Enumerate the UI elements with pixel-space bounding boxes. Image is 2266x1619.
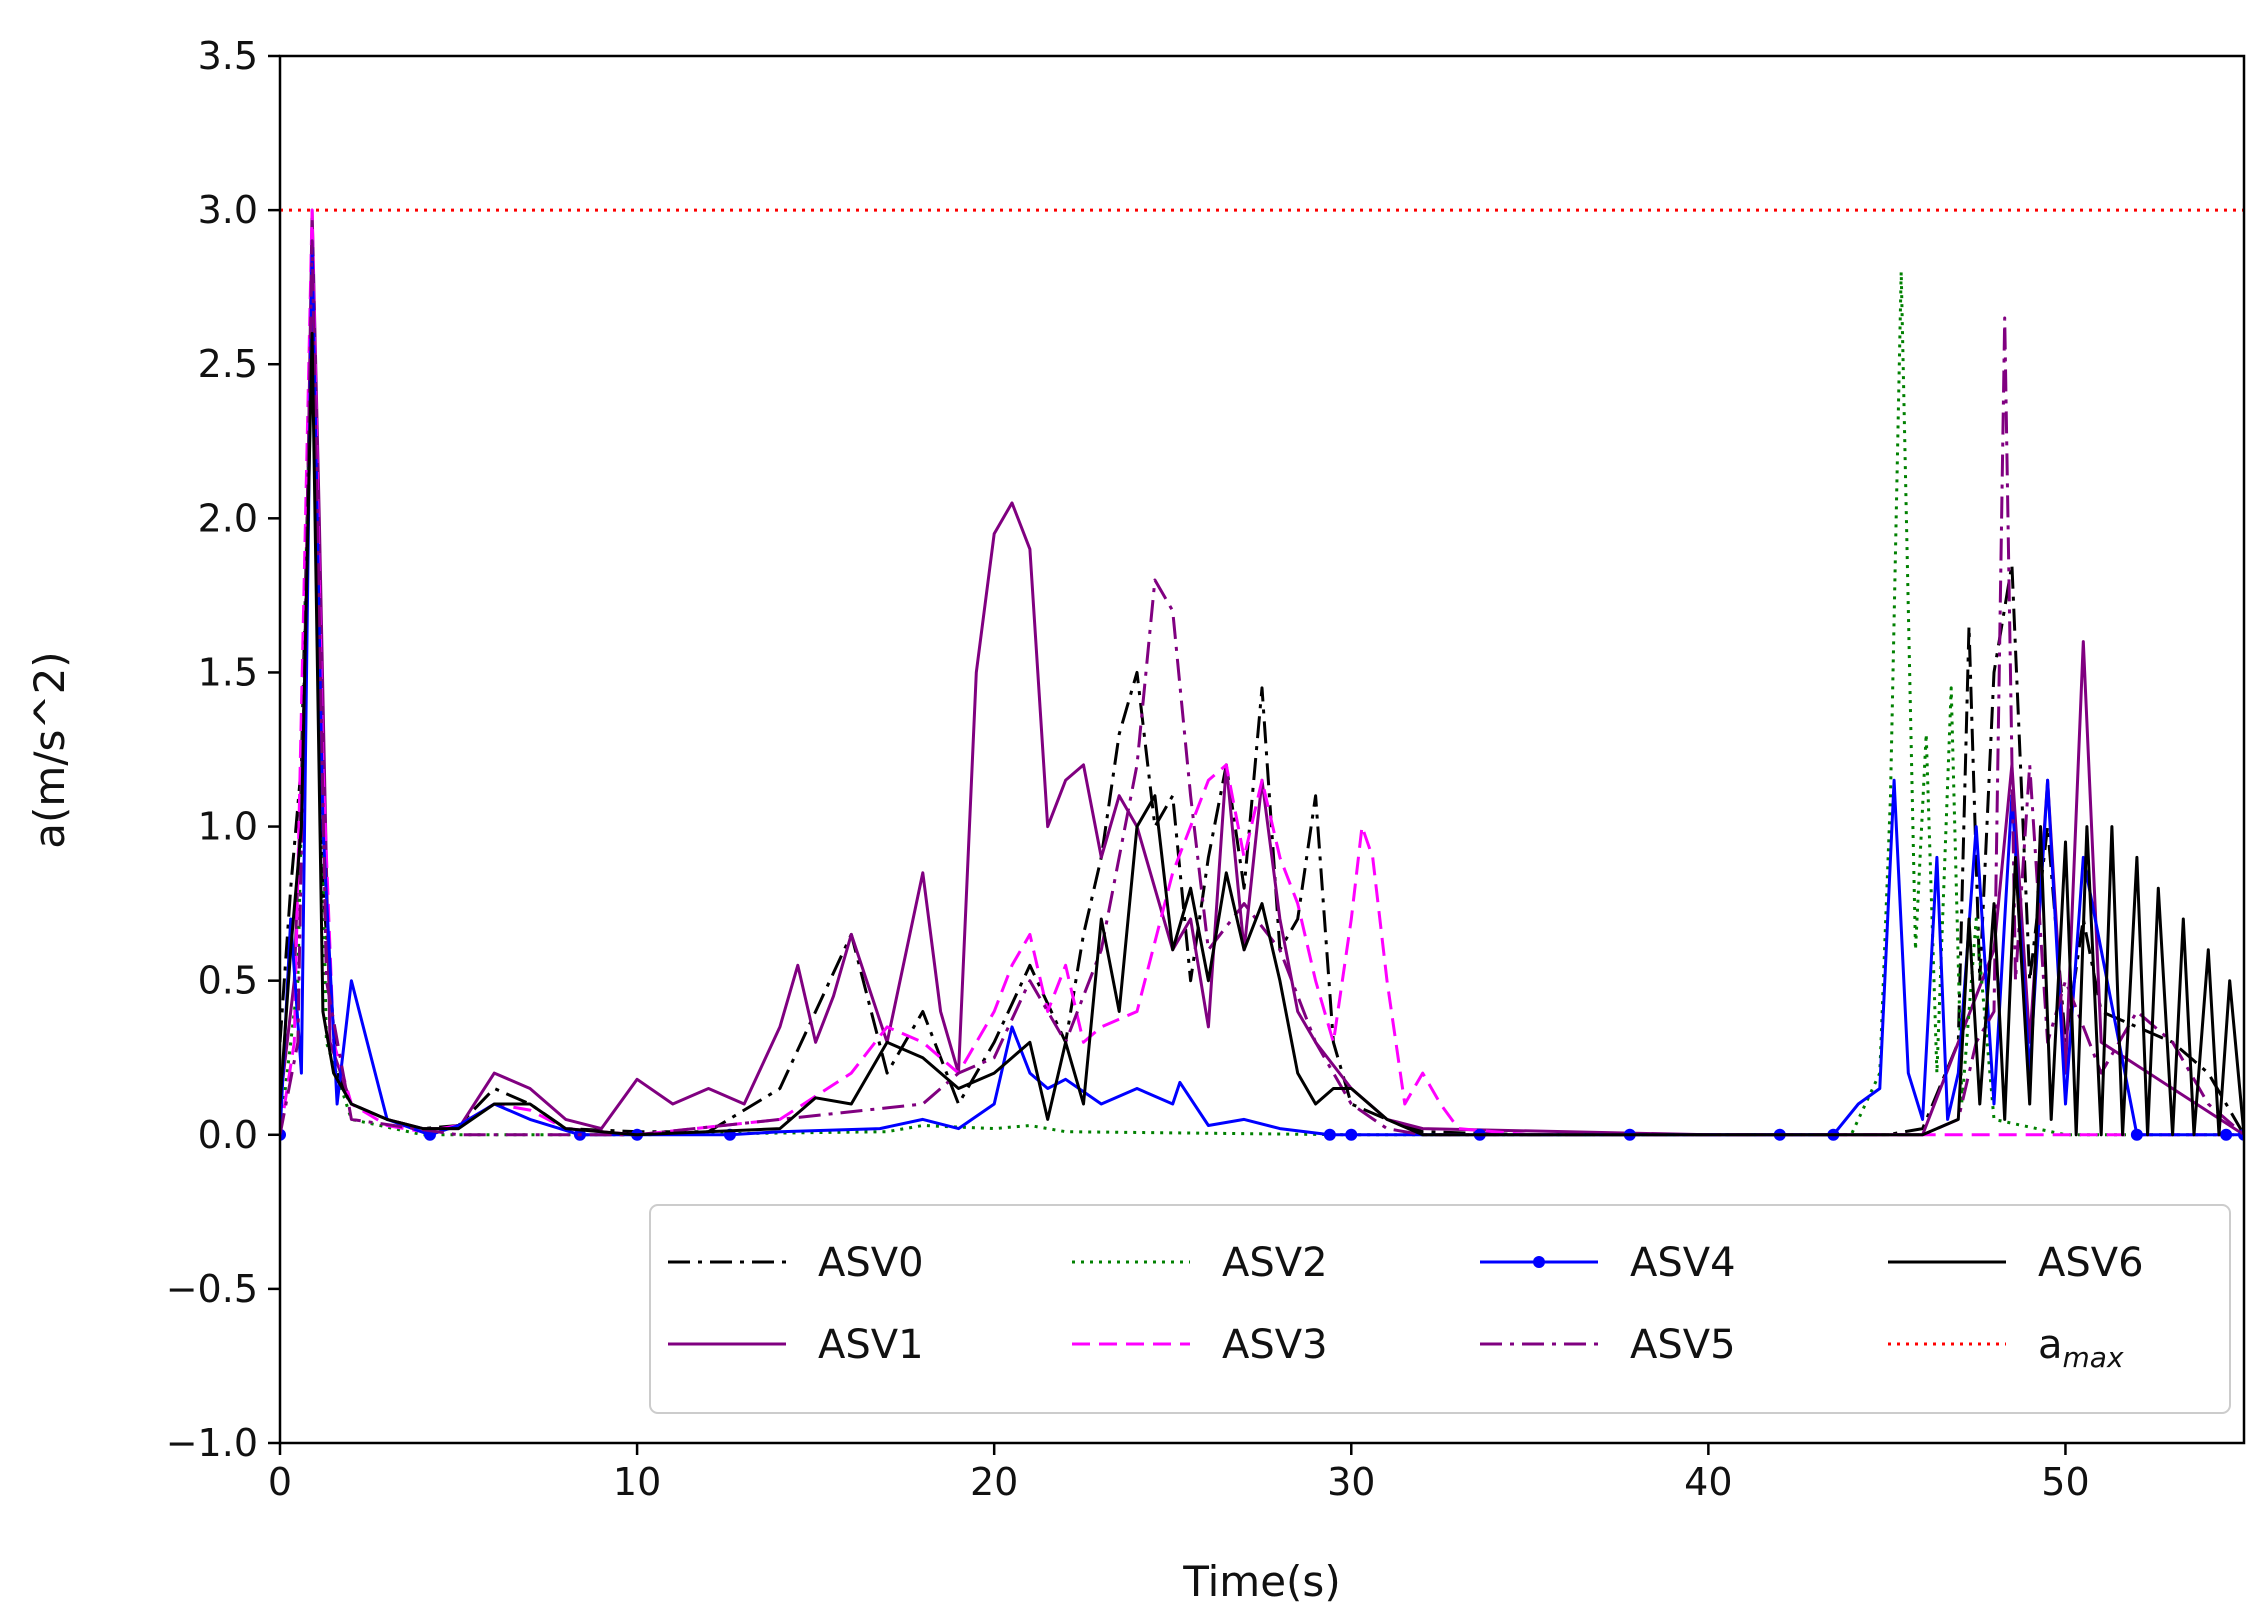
plot-frame <box>278 54 2246 1445</box>
legend-marker <box>1533 1256 1545 1268</box>
x-tick-label: 20 <box>970 1460 1018 1504</box>
y-tick-label: 0.0 <box>198 1113 258 1157</box>
y-tick-label: 2.0 <box>198 496 258 540</box>
y-tick-label: 3.0 <box>198 188 258 232</box>
x-tick-label: 40 <box>1684 1460 1732 1504</box>
legend-label: ASV1 <box>818 1322 924 1368</box>
x-tick-label: 30 <box>1327 1460 1375 1504</box>
y-tick-label: 3.5 <box>198 34 258 78</box>
series-line-asv4 <box>280 239 2244 1137</box>
legend-label: ASV4 <box>1630 1240 1736 1286</box>
series-layer <box>280 208 2244 1141</box>
legend-label: ASV6 <box>2038 1240 2144 1286</box>
y-tick-label: 2.5 <box>198 342 258 386</box>
legend-label: ASV3 <box>1222 1322 1328 1368</box>
y-tick-label: 1.5 <box>198 650 258 694</box>
series-line-asv0 <box>280 301 2244 1137</box>
x-tick-label: 10 <box>613 1460 661 1504</box>
y-tick-label: −1.0 <box>166 1421 258 1465</box>
x-tick-label: 0 <box>268 1460 292 1504</box>
legend-label: ASV5 <box>1630 1322 1736 1368</box>
series-marker-asv4 <box>1323 1128 1336 1141</box>
legend: ASV0 ASV2 ASV4 ASV6 ASV1 ASV3 ASV5 amax <box>649 1204 2231 1414</box>
legend-label: ASV0 <box>818 1240 924 1286</box>
y-axis-title: a(m/s^2) <box>25 651 74 848</box>
y-tick-label: −0.5 <box>166 1267 258 1311</box>
y-tick-label: 1.0 <box>198 805 258 849</box>
series-line-asv3 <box>280 208 2244 1137</box>
series-marker-asv4 <box>2130 1128 2143 1141</box>
series-line-asv2 <box>280 270 2244 1137</box>
series-marker-asv4 <box>2220 1128 2233 1141</box>
y-tick-label: 0.5 <box>198 959 258 1003</box>
x-tick-label: 50 <box>2041 1460 2089 1504</box>
legend-box <box>649 1204 2231 1414</box>
x-axis-title: Time(s) <box>1182 1557 1340 1606</box>
legend-label: amax <box>2038 1322 2124 1374</box>
series-marker-asv4 <box>1345 1128 1358 1141</box>
series-line-asv5 <box>280 239 2244 1137</box>
series-line-asv6 <box>280 331 2244 1137</box>
legend-label: ASV2 <box>1222 1240 1328 1286</box>
ticks-layer: 0 10 20 30 40 50 −1.0 −0.5 0.0 0.5 1.0 1.5 2.0 2.5 3.0… <box>166 34 2090 1504</box>
